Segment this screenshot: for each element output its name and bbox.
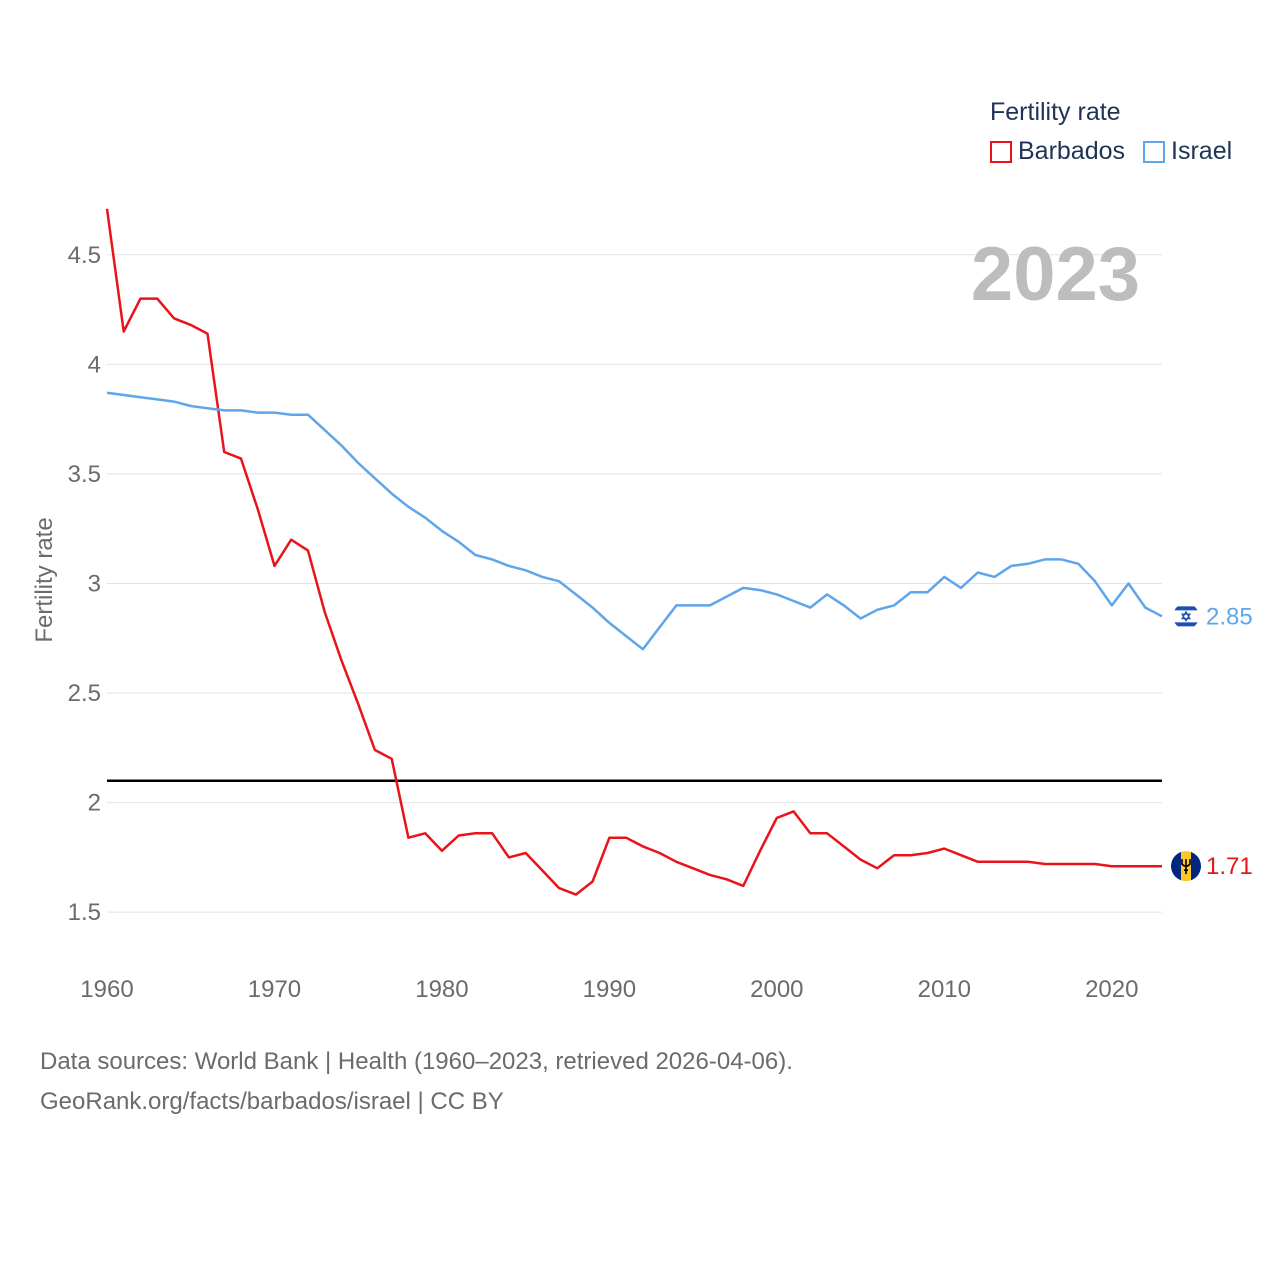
x-tick-label: 1970 — [248, 976, 301, 1003]
end-markers: 1.71 2.85 — [1171, 603, 1253, 882]
y-tick-label: 3.5 — [68, 461, 101, 488]
series-line-israel[interactable] — [106, 391, 1163, 651]
y-axis-label: Fertility rate — [31, 517, 58, 642]
data-source-note: Data sources: World Bank | Health (1960–… — [40, 1048, 793, 1075]
x-axis-ticks: 1960 1970 1980 1990 2000 2010 2020 — [80, 976, 1138, 1003]
y-axis-ticks: 1.5 2 2.5 3 3.5 4 4.5 — [68, 242, 101, 926]
attribution-link[interactable]: GeoRank.org/facts/barbados/israel | CC B… — [40, 1088, 504, 1115]
legend-title: Fertility rate — [990, 98, 1121, 126]
end-value-label-israel: 2.85 — [1206, 603, 1253, 630]
legend-swatch-israel — [1143, 140, 1166, 163]
footer: Data sources: World Bank | Health (1960–… — [40, 1042, 793, 1122]
y-tick-label: 4.5 — [68, 242, 101, 269]
x-tick-label: 1990 — [583, 976, 636, 1003]
legend-item-barbados[interactable]: Barbados — [990, 137, 1125, 166]
year-label: 2023 — [971, 232, 1140, 317]
x-tick-label: 1960 — [80, 976, 133, 1003]
end-marker-barbados: 1.71 — [1171, 851, 1253, 882]
y-tick-label: 3 — [88, 570, 101, 597]
series-group — [105, 208, 1163, 896]
gridlines — [107, 254, 1162, 913]
y-tick-label: 1.5 — [68, 899, 101, 926]
israel-flag-icon — [1173, 603, 1199, 630]
y-tick-label: 4 — [88, 351, 101, 378]
end-value-label-barbados: 1.71 — [1206, 853, 1253, 880]
legend-swatch-barbados — [990, 140, 1012, 163]
legend-label-israel: Israel — [1171, 137, 1233, 165]
legend-label-barbados: Barbados — [1018, 137, 1126, 165]
y-tick-label: 2.5 — [68, 680, 101, 707]
x-tick-label: 2020 — [1085, 976, 1138, 1003]
series-line-barbados[interactable] — [105, 208, 1162, 896]
x-tick-label: 1980 — [415, 976, 468, 1003]
end-marker-israel: 2.85 — [1173, 603, 1253, 630]
y-tick-label: 2 — [88, 790, 101, 817]
x-tick-label: 2000 — [750, 976, 803, 1003]
legend-item-israel[interactable]: Israel — [1143, 137, 1232, 166]
x-tick-label: 2010 — [918, 976, 971, 1003]
barbados-flag-icon — [1171, 851, 1201, 882]
legend: Fertility rate Barbados Israel — [990, 98, 1250, 166]
